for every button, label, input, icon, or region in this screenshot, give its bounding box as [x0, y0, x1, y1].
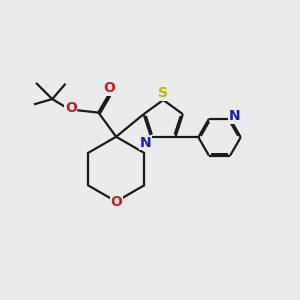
Text: N: N — [140, 136, 152, 149]
Text: O: O — [103, 82, 115, 95]
Text: S: S — [158, 86, 168, 100]
Text: O: O — [110, 194, 122, 208]
Text: N: N — [229, 109, 240, 123]
Text: O: O — [65, 101, 77, 115]
